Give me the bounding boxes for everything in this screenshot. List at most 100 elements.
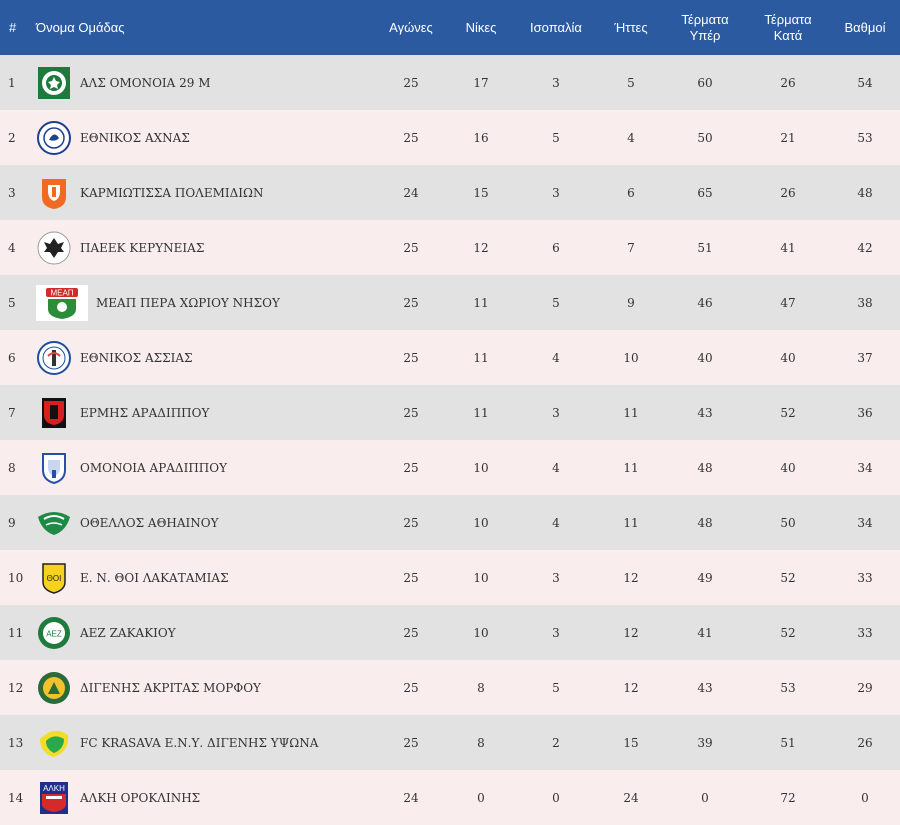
team-name[interactable]: ΕΘΝΙΚΟΣ ΑΧΝΑΣ xyxy=(80,130,190,145)
team-cell[interactable]: ΕΘΝΙΚΟΣ ΑΧΝΑΣ xyxy=(36,120,374,156)
header-goals-against-line2: Κατά xyxy=(773,27,803,43)
karmiotissa-crest-icon xyxy=(36,175,72,211)
table-row-6[interactable]: 6 ΕΘΝΙΚΟΣ ΑΣΣΙΑΣ 25 11 4 10 40 40 37 xyxy=(0,330,900,385)
row-team[interactable]: ΕΘΝΙΚΟΣ ΑΧΝΑΣ xyxy=(34,110,374,165)
team-cell[interactable]: ΑΛΚΗ ΑΛΚΗ ΟΡΟΚΛΙΝΗΣ xyxy=(36,780,374,816)
row-losses: 12 xyxy=(623,625,639,640)
table-row-4[interactable]: 4 ΠΑΕΕΚ ΚΕΡΥΝΕΙΑΣ 25 12 6 7 51 41 42 xyxy=(0,220,900,275)
team-name[interactable]: ΚΑΡΜΙΩΤΙΣΣΑ ΠΟΛΕΜΙΔΙΩΝ xyxy=(80,185,264,200)
row-draws: 2 xyxy=(552,735,560,750)
row-team[interactable]: ΠΑΕΕΚ ΚΕΡΥΝΕΙΑΣ xyxy=(34,220,374,275)
row-points: 53 xyxy=(857,130,873,145)
row-team[interactable]: ΕΘΝΙΚΟΣ ΑΣΣΙΑΣ xyxy=(34,330,374,385)
row-team[interactable]: ΚΑΡΜΙΩΤΙΣΣΑ ΠΟΛΕΜΙΔΙΩΝ xyxy=(34,165,374,220)
svg-text:ΑΛΚΗ: ΑΛΚΗ xyxy=(43,784,65,793)
team-cell[interactable]: ΠΑΕΕΚ ΚΕΡΥΝΕΙΑΣ xyxy=(36,230,374,266)
table-row-12[interactable]: 12 ΔΙΓΕΝΗΣ ΑΚΡΙΤΑΣ ΜΟΡΦΟΥ 25 8 5 12 43 5… xyxy=(0,660,900,715)
row-goals-for: 50 xyxy=(697,130,713,145)
svg-text:ΘΟΙ: ΘΟΙ xyxy=(47,574,62,583)
header-wins[interactable]: Νίκες xyxy=(465,19,497,35)
team-name[interactable]: ΜΕΑΠ ΠΕΡΑ ΧΩΡΙΟΥ ΝΗΣΟΥ xyxy=(96,295,280,310)
team-cell[interactable]: ΜΕΑΠ ΜΕΑΠ ΠΕΡΑ ΧΩΡΙΟΥ ΝΗΣΟΥ xyxy=(36,284,374,321)
team-name[interactable]: Ε. Ν. ΘΟΙ ΛΑΚΑΤΑΜΙΑΣ xyxy=(80,570,229,585)
team-cell[interactable]: ΚΑΡΜΙΩΤΙΣΣΑ ΠΟΛΕΜΙΔΙΩΝ xyxy=(36,175,374,211)
header-position[interactable]: # xyxy=(9,19,17,35)
svg-text:ΑΕΖ: ΑΕΖ xyxy=(46,629,62,638)
header-draws[interactable]: Ισοπαλία xyxy=(530,19,582,35)
row-draws: 4 xyxy=(552,460,560,475)
row-team[interactable]: ΜΕΑΠ ΜΕΑΠ ΠΕΡΑ ΧΩΡΙΟΥ ΝΗΣΟΥ xyxy=(34,275,374,330)
row-team[interactable]: ΑΛΣ ΟΜΟΝΟΙΑ 29 Μ xyxy=(34,55,374,110)
row-played: 25 xyxy=(403,295,419,310)
table-row-7[interactable]: 7 ΕΡΜΗΣ ΑΡΑΔΙΠΠΟΥ 25 11 3 11 43 52 36 xyxy=(0,385,900,440)
row-position: 5 xyxy=(8,295,16,310)
team-name[interactable]: ΔΙΓΕΝΗΣ ΑΚΡΙΤΑΣ ΜΟΡΦΟΥ xyxy=(80,680,261,695)
team-cell[interactable]: FC KRASAVA Ε.Ν.Υ. ΔΙΓΕΝΗΣ ΥΨΩΝΑ xyxy=(36,725,374,761)
table-row-10[interactable]: 10 ΘΟΙ Ε. Ν. ΘΟΙ ΛΑΚΑΤΑΜΙΑΣ 25 10 3 12 4… xyxy=(0,550,900,605)
row-goals-against: 50 xyxy=(780,515,796,530)
row-team[interactable]: ΘΟΙ Ε. Ν. ΘΟΙ ΛΑΚΑΤΑΜΙΑΣ xyxy=(34,550,374,605)
team-name[interactable]: ΕΡΜΗΣ ΑΡΑΔΙΠΠΟΥ xyxy=(80,405,210,420)
team-name[interactable]: ΑΛΣ ΟΜΟΝΟΙΑ 29 Μ xyxy=(80,75,211,90)
header-played[interactable]: Αγώνες xyxy=(389,19,433,35)
table-row-2[interactable]: 2 ΕΘΝΙΚΟΣ ΑΧΝΑΣ 25 16 5 4 50 21 53 xyxy=(0,110,900,165)
row-team[interactable]: ΟΜΟΝΟΙΑ ΑΡΑΔΙΠΠΟΥ xyxy=(34,440,374,495)
row-played: 25 xyxy=(403,350,419,365)
row-team[interactable]: FC KRASAVA Ε.Ν.Υ. ΔΙΓΕΝΗΣ ΥΨΩΝΑ xyxy=(34,715,374,770)
team-name[interactable]: ΟΜΟΝΟΙΑ ΑΡΑΔΙΠΠΟΥ xyxy=(80,460,228,475)
row-team[interactable]: ΟΘΕΛΛΟΣ ΑΘΗΑΙΝΟΥ xyxy=(34,495,374,550)
header-goals-against[interactable]: Τέρματα Κατά xyxy=(746,0,830,55)
team-name[interactable]: ΠΑΕΕΚ ΚΕΡΥΝΕΙΑΣ xyxy=(80,240,205,255)
row-goals-for: 65 xyxy=(697,185,713,200)
team-cell[interactable]: ΕΡΜΗΣ ΑΡΑΔΙΠΠΟΥ xyxy=(36,395,374,431)
table-row-9[interactable]: 9 ΟΘΕΛΛΟΣ ΑΘΗΑΙΝΟΥ 25 10 4 11 48 50 34 xyxy=(0,495,900,550)
team-name[interactable]: FC KRASAVA Ε.Ν.Υ. ΔΙΓΕΝΗΣ ΥΨΩΝΑ xyxy=(80,735,319,750)
table-body: 1 ΑΛΣ ΟΜΟΝΟΙΑ 29 Μ 25 17 3 5 60 26 54 2 … xyxy=(0,55,900,825)
header-row: # Όνομα Ομάδας Αγώνες Νίκες Ισοπαλία Ήττ… xyxy=(0,0,900,55)
row-team[interactable]: ΑΛΚΗ ΑΛΚΗ ΟΡΟΚΛΙΝΗΣ xyxy=(34,770,374,825)
row-losses: 10 xyxy=(623,350,639,365)
row-goals-for: 0 xyxy=(701,790,709,805)
row-points: 34 xyxy=(857,460,873,475)
row-wins: 12 xyxy=(473,240,489,255)
row-played: 25 xyxy=(403,625,419,640)
header-points[interactable]: Βαθμοί xyxy=(844,19,886,35)
row-points: 38 xyxy=(857,295,873,310)
table-row-1[interactable]: 1 ΑΛΣ ΟΜΟΝΟΙΑ 29 Μ 25 17 3 5 60 26 54 xyxy=(0,55,900,110)
team-cell[interactable]: ΑΕΖ ΑΕΖ ΖΑΚΑΚΙΟΥ xyxy=(36,615,374,651)
table-row-3[interactable]: 3 ΚΑΡΜΙΩΤΙΣΣΑ ΠΟΛΕΜΙΔΙΩΝ 24 15 3 6 65 26… xyxy=(0,165,900,220)
team-cell[interactable]: ΘΟΙ Ε. Ν. ΘΟΙ ΛΑΚΑΤΑΜΙΑΣ xyxy=(36,560,374,596)
team-cell[interactable]: ΔΙΓΕΝΗΣ ΑΚΡΙΤΑΣ ΜΟΡΦΟΥ xyxy=(36,670,374,706)
ermis-crest-icon xyxy=(36,395,72,431)
row-goals-against: 41 xyxy=(780,240,796,255)
team-name[interactable]: ΑΛΚΗ ΟΡΟΚΛΙΝΗΣ xyxy=(80,790,201,805)
table-row-8[interactable]: 8 ΟΜΟΝΟΙΑ ΑΡΑΔΙΠΠΟΥ 25 10 4 11 48 40 34 xyxy=(0,440,900,495)
row-draws: 5 xyxy=(552,680,560,695)
team-cell[interactable]: ΕΘΝΙΚΟΣ ΑΣΣΙΑΣ xyxy=(36,340,374,376)
row-goals-against: 40 xyxy=(780,460,796,475)
digenis-morfou-crest-icon xyxy=(36,670,72,706)
table-row-11[interactable]: 11 ΑΕΖ ΑΕΖ ΖΑΚΑΚΙΟΥ 25 10 3 12 41 52 33 xyxy=(0,605,900,660)
row-goals-against: 52 xyxy=(780,570,796,585)
table-row-14[interactable]: 14 ΑΛΚΗ ΑΛΚΗ ΟΡΟΚΛΙΝΗΣ 24 0 0 24 0 72 0 xyxy=(0,770,900,825)
row-team[interactable]: ΔΙΓΕΝΗΣ ΑΚΡΙΤΑΣ ΜΟΡΦΟΥ xyxy=(34,660,374,715)
team-cell[interactable]: ΟΘΕΛΛΟΣ ΑΘΗΑΙΝΟΥ xyxy=(36,505,374,541)
team-cell[interactable]: ΟΜΟΝΟΙΑ ΑΡΑΔΙΠΠΟΥ xyxy=(36,450,374,486)
team-name[interactable]: ΟΘΕΛΛΟΣ ΑΘΗΑΙΝΟΥ xyxy=(80,515,219,530)
row-position: 4 xyxy=(8,240,16,255)
team-cell[interactable]: ΑΛΣ ΟΜΟΝΟΙΑ 29 Μ xyxy=(36,65,374,101)
row-played: 25 xyxy=(403,515,419,530)
row-goals-for: 41 xyxy=(697,625,713,640)
header-team-name[interactable]: Όνομα Ομάδας xyxy=(36,19,125,35)
header-goals-for[interactable]: Τέρματα Υπέρ xyxy=(664,0,746,55)
table-row-13[interactable]: 13 FC KRASAVA Ε.Ν.Υ. ΔΙΓΕΝΗΣ ΥΨΩΝΑ 25 8 … xyxy=(0,715,900,770)
table-row-5[interactable]: 5 ΜΕΑΠ ΜΕΑΠ ΠΕΡΑ ΧΩΡΙΟΥ ΝΗΣΟΥ 25 11 5 9 … xyxy=(0,275,900,330)
team-name[interactable]: ΕΘΝΙΚΟΣ ΑΣΣΙΑΣ xyxy=(80,350,193,365)
row-goals-for: 43 xyxy=(697,405,713,420)
team-name[interactable]: ΑΕΖ ΖΑΚΑΚΙΟΥ xyxy=(80,625,176,640)
header-losses[interactable]: Ήττες xyxy=(614,19,648,35)
row-team[interactable]: ΕΡΜΗΣ ΑΡΑΔΙΠΠΟΥ xyxy=(34,385,374,440)
row-losses: 11 xyxy=(623,515,639,530)
row-team[interactable]: ΑΕΖ ΑΕΖ ΖΑΚΑΚΙΟΥ xyxy=(34,605,374,660)
row-position: 14 xyxy=(8,790,24,805)
